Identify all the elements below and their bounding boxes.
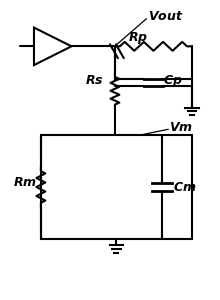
Text: $\bfit{Rp}$: $\bfit{Rp}$ <box>128 30 148 46</box>
Text: $\bfit{Cm}$: $\bfit{Cm}$ <box>173 181 197 194</box>
Text: $\bfit{Rm}$: $\bfit{Rm}$ <box>13 176 37 189</box>
Text: $\bfit{Vm}$: $\bfit{Vm}$ <box>169 121 193 134</box>
Text: $\bfit{Vout}$: $\bfit{Vout}$ <box>148 10 183 23</box>
Text: $\bfit{Rs}$: $\bfit{Rs}$ <box>85 74 104 87</box>
Text: $\bfit{Cp}$: $\bfit{Cp}$ <box>163 73 183 89</box>
